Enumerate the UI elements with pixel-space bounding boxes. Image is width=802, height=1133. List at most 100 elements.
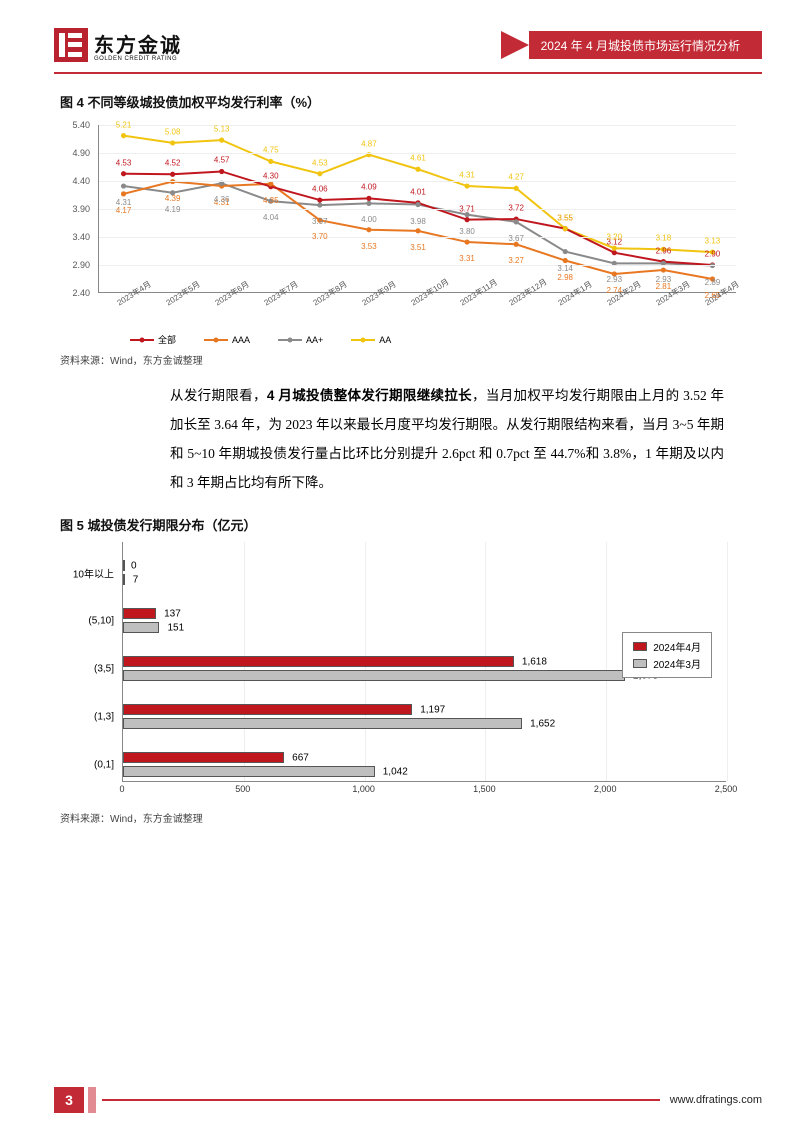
legend-item: AA (351, 335, 391, 345)
x-tick: 1,500 (473, 784, 496, 794)
fig4-plot-area: 4.534.524.574.304.064.094.013.713.723.55… (98, 125, 736, 293)
legend-swatch (351, 339, 375, 341)
legend-item: AAA (204, 335, 250, 345)
point-label: 4.35 (263, 196, 279, 205)
point-label: 4.53 (116, 158, 132, 167)
bar (123, 656, 514, 667)
y-tick: 5.40 (56, 120, 90, 130)
legend-label: AAA (232, 335, 250, 345)
y-tick: 3.40 (56, 232, 90, 242)
para-rest: ，当月加权平均发行期限由上月的 3.52 年加长至 3.64 年，为 2023 … (170, 388, 724, 490)
point-label: 4.52 (165, 159, 181, 168)
point-label: 4.04 (263, 213, 279, 222)
bar (123, 718, 522, 729)
bar-value-label: 1,618 (522, 656, 547, 667)
point-label: 3.67 (508, 234, 524, 243)
gridline (99, 209, 736, 210)
document-title: 2024 年 4 月城投债市场运行情况分析 (529, 31, 762, 59)
brand-name-en: GOLDEN CREDIT RATING (94, 56, 182, 62)
page-footer: 3 www.dfratings.com (0, 1087, 802, 1113)
x-tick: 2,000 (594, 784, 617, 794)
y-tick: 2.90 (56, 260, 90, 270)
gridline (99, 265, 736, 266)
gridline (99, 181, 736, 182)
point-label: 3.72 (508, 203, 524, 212)
fig5-chart: 10年以上(5,10](3,5](1,3](0,1] 071371511,618… (50, 542, 752, 804)
legend-swatch (130, 339, 154, 341)
legend-item: 2024年4月 (633, 639, 701, 654)
point-label: 3.20 (607, 233, 623, 242)
y-tick: (0,1] (60, 760, 114, 771)
x-tick: 2,500 (715, 784, 738, 794)
bar-value-label: 1,197 (420, 704, 445, 715)
footer-accent (88, 1087, 96, 1113)
y-tick: (1,3] (60, 712, 114, 723)
point-label: 4.09 (361, 183, 377, 192)
legend-label: 2024年3月 (653, 656, 701, 671)
point-label: 4.17 (116, 206, 132, 215)
bar (123, 704, 412, 715)
point-label: 2.93 (607, 275, 623, 284)
bar-value-label: 137 (164, 608, 181, 619)
point-label: 2.93 (656, 275, 672, 284)
y-tick: 10年以上 (60, 566, 114, 581)
fig4-source: 资料来源：Wind，东方金诚整理 (60, 352, 802, 367)
bar-value-label: 7 (133, 574, 139, 585)
point-label: 3.27 (508, 256, 524, 265)
bar (123, 670, 625, 681)
point-label: 5.08 (165, 127, 181, 136)
legend-swatch (633, 659, 647, 668)
gridline (606, 542, 607, 781)
y-tick: (5,10] (60, 616, 114, 627)
gridline (99, 125, 736, 126)
brand-logo: 东方金诚 GOLDEN CREDIT RATING (54, 28, 182, 62)
page-header: 东方金诚 GOLDEN CREDIT RATING 2024 年 4 月城投债市… (0, 0, 802, 68)
point-label: 2.98 (557, 273, 573, 282)
point-label: 3.80 (459, 227, 475, 236)
point-label: 3.98 (410, 217, 426, 226)
bar (123, 608, 156, 619)
point-label: 3.31 (459, 254, 475, 263)
bar (123, 752, 284, 763)
legend-label: 全部 (158, 333, 176, 346)
fig4-legend: 全部AAAAA+AA (130, 333, 752, 346)
point-label: 4.31 (116, 198, 132, 207)
fig4-title: 图 4 不同等级城投债加权平均发行利率（%） (60, 92, 802, 111)
x-tick: 500 (235, 784, 250, 794)
footer-rule (102, 1099, 660, 1101)
bar (123, 766, 375, 777)
header-title-block: 2024 年 4 月城投债市场运行情况分析 (501, 31, 762, 59)
bar (123, 560, 125, 571)
gridline (99, 237, 736, 238)
point-label: 3.51 (410, 243, 426, 252)
point-label: 4.53 (312, 158, 328, 167)
fig5-x-axis: 05001,0001,5002,0002,500 (122, 784, 726, 804)
fig4-y-axis: 2.402.903.403.904.404.905.40 (56, 119, 96, 295)
y-tick: 2.40 (56, 288, 90, 298)
y-tick: 3.90 (56, 204, 90, 214)
brand-name-cn: 东方金诚 (94, 29, 182, 58)
point-label: 5.13 (214, 125, 230, 134)
para-bold: 4 月城投债整体发行期限继续拉长 (267, 388, 472, 403)
x-tick: 1,000 (352, 784, 375, 794)
header-rule (54, 72, 762, 74)
point-label: 4.19 (165, 205, 181, 214)
bar-value-label: 151 (167, 622, 184, 633)
point-label: 4.31 (459, 170, 475, 179)
fig5-y-axis: 10年以上(5,10](3,5](1,3](0,1] (60, 542, 118, 782)
footer-url: www.dfratings.com (670, 1094, 762, 1106)
legend-item: 全部 (130, 333, 176, 346)
gridline (727, 542, 728, 781)
point-label: 3.13 (705, 237, 721, 246)
point-label: 3.70 (312, 232, 328, 241)
fig5-legend: 2024年4月 2024年3月 (622, 632, 712, 678)
bar-value-label: 1,042 (383, 766, 408, 777)
point-label: 5.21 (116, 120, 132, 129)
point-label: 3.71 (459, 204, 475, 213)
legend-label: 2024年4月 (653, 639, 701, 654)
point-label: 4.36 (214, 195, 230, 204)
fig4-x-axis: 2023年4月2023年5月2023年6月2023年7月2023年8月2023年… (98, 293, 736, 329)
fig5-source: 资料来源：Wind，东方金诚整理 (60, 810, 802, 825)
point-label: 3.55 (557, 213, 573, 222)
bar (123, 574, 125, 585)
